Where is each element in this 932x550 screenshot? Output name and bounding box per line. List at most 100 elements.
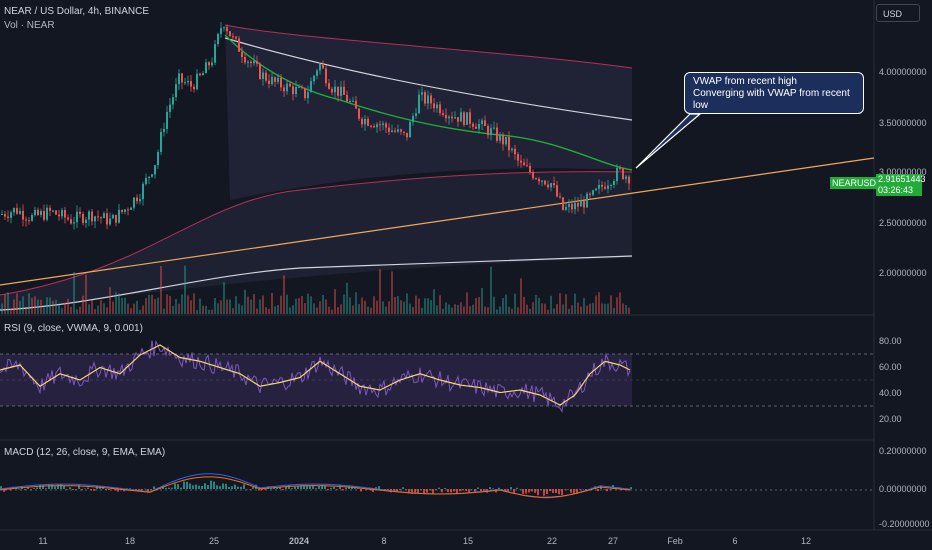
candle-body [52, 210, 54, 212]
candle-body [424, 92, 426, 104]
volume-bar [205, 306, 207, 314]
candle-body [580, 200, 582, 207]
volume-bar [1, 303, 3, 314]
volume-bar [235, 296, 237, 314]
volume-bar [550, 295, 552, 314]
macd-bar [33, 488, 35, 489]
candle-body [73, 222, 75, 224]
macd-bar [513, 489, 515, 493]
x-tick: 15 [462, 536, 474, 546]
volume-bar [382, 301, 384, 314]
x-tick: 25 [208, 536, 220, 546]
macd-bar [42, 484, 44, 489]
volume-bar [598, 292, 600, 314]
candle-body [22, 210, 24, 220]
macd-bar [558, 489, 560, 495]
candle-body [211, 62, 213, 66]
volume-bar [256, 308, 258, 314]
volume-bar [334, 289, 336, 314]
macd-bar [417, 489, 419, 493]
candle-body [595, 188, 597, 191]
macd-bar [435, 489, 437, 490]
volume-bar [583, 298, 585, 314]
x-tick: Feb [667, 536, 683, 546]
volume-bar [499, 306, 501, 314]
macd-bar [168, 487, 170, 489]
rsi-tick: 60.00 [879, 362, 902, 372]
volume-bar [160, 265, 162, 314]
candle-body [61, 210, 63, 217]
volume-bar [154, 299, 156, 314]
candle-body [589, 193, 591, 195]
price-tick: 4.00000000 [879, 67, 927, 77]
volume-bar [454, 304, 456, 314]
macd-bar [531, 489, 533, 492]
volume-bar [268, 308, 270, 314]
volume-bar [229, 299, 231, 314]
candle-body [112, 214, 114, 219]
volume-bar [376, 300, 378, 314]
candle-body [121, 209, 123, 212]
candle-body [517, 154, 519, 161]
candle-body [568, 204, 570, 207]
volume-bar [436, 305, 438, 314]
candle-body [391, 130, 393, 132]
macd-histogram [0, 473, 632, 499]
candle-body [478, 123, 480, 129]
macd-bar [375, 487, 377, 489]
volume-bar [265, 307, 267, 314]
macd-bar [522, 489, 524, 494]
candle-body [307, 92, 309, 99]
volume-bar [322, 295, 324, 314]
currency-button[interactable]: USD [876, 4, 920, 22]
volume-bar [4, 294, 6, 314]
volume-bar [367, 306, 369, 314]
macd-bar [138, 489, 140, 491]
volume-bar [94, 309, 96, 314]
volume-bar [553, 308, 555, 314]
candle-body [508, 136, 510, 151]
volume-bar [319, 301, 321, 314]
candle-body [145, 177, 147, 184]
candle-body [586, 193, 588, 208]
symbol-title: NEAR / US Dollar, 4h, BINANCE [4, 6, 150, 17]
candle-body [157, 152, 159, 166]
macd-bar [456, 489, 458, 495]
candle-body [28, 220, 30, 222]
candle-body [310, 81, 312, 93]
macd-bar [255, 484, 257, 489]
annotation-callout[interactable]: VWAP from recent high Converging with VW… [684, 72, 864, 114]
candle-body [118, 209, 120, 223]
macd-bar [411, 489, 413, 494]
volume-bar [565, 294, 567, 314]
volume-bar [493, 296, 495, 314]
rsi-band [0, 354, 632, 406]
volume-bar [139, 309, 141, 314]
candle-body [514, 148, 516, 155]
volume-bar [430, 300, 432, 314]
candle-body [385, 123, 387, 128]
macd-bar [219, 486, 221, 489]
candle-body [547, 184, 549, 188]
macd-bar [450, 489, 452, 493]
x-tick: 8 [381, 536, 387, 546]
volume-bar [28, 293, 30, 314]
candle-body [232, 36, 234, 38]
candle-body [1, 214, 3, 216]
candle-body [544, 180, 546, 185]
volume-bar [325, 299, 327, 314]
macd-bar [123, 489, 125, 492]
volume-bar [385, 306, 387, 314]
candle-body [577, 202, 579, 207]
price-tick: 3.50000000 [879, 118, 927, 128]
candle-body [85, 219, 87, 224]
volume-bar [25, 308, 27, 314]
volume-label: Vol · NEAR [4, 20, 55, 31]
macd-bar [54, 486, 56, 489]
candle-body [133, 197, 135, 208]
volume-bar [472, 304, 474, 314]
macd-bar [141, 489, 143, 491]
macd-bar [549, 489, 551, 492]
candle-body [337, 86, 339, 96]
